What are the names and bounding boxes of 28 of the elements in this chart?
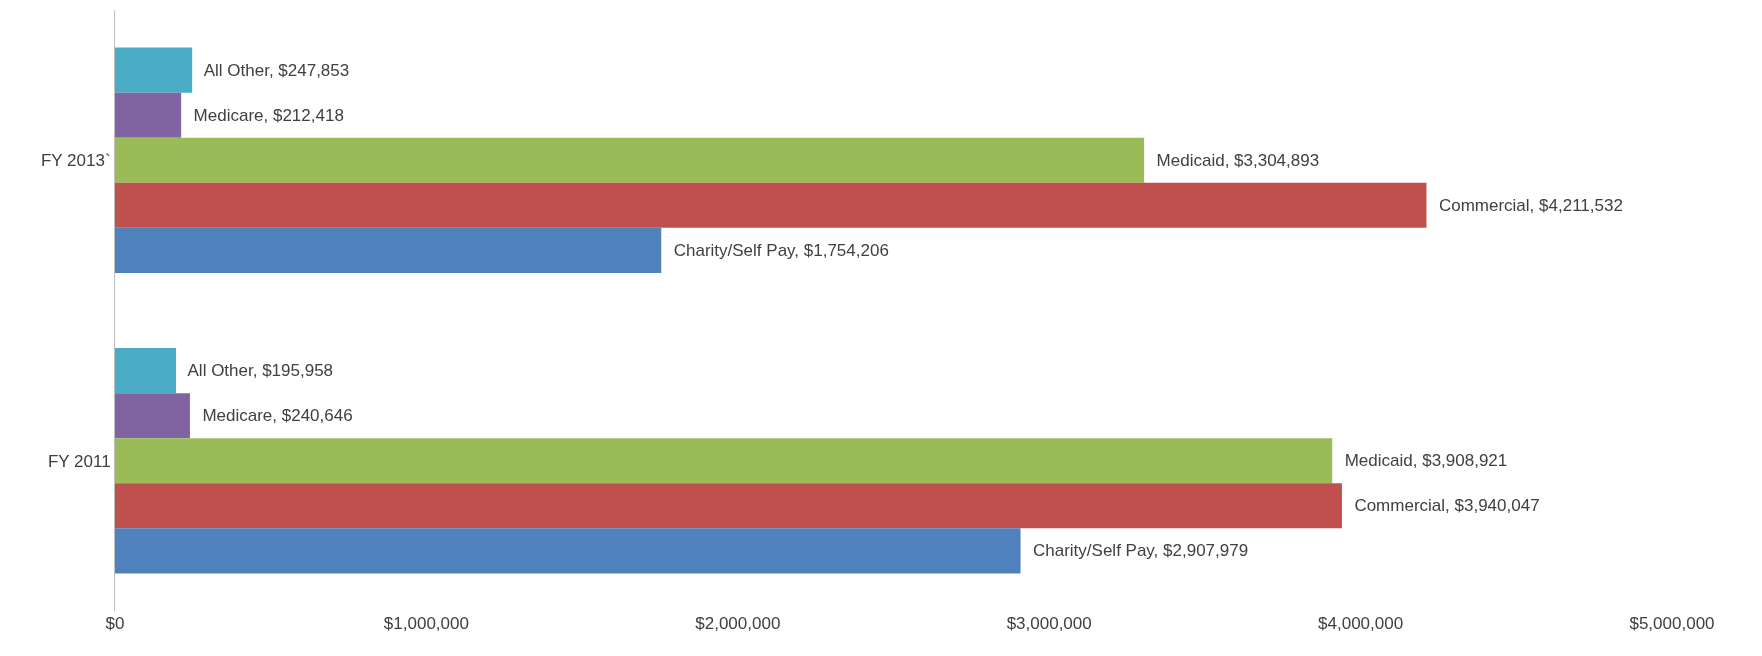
x-tick-label: $0 — [105, 614, 125, 633]
data-label: All Other, $247,853 — [195, 60, 350, 80]
y-tick-label: FY 2011 — [47, 451, 111, 471]
bar — [115, 438, 1333, 484]
x-tick-label: $1,000,000 — [383, 614, 469, 633]
x-tick-label: $4,000,000 — [1318, 614, 1404, 633]
bar — [115, 528, 1021, 574]
data-label: Commercial, $4,211,532 — [1429, 195, 1623, 215]
x-tick-label: $2,000,000 — [695, 614, 781, 633]
data-label: Charity/Self Pay, $1,754,206 — [664, 240, 889, 260]
bar — [115, 227, 662, 273]
data-label: Medicaid, $3,304,893 — [1147, 150, 1320, 170]
bar — [115, 393, 190, 439]
data-label: Charity/Self Pay, $2,907,979 — [1023, 541, 1249, 561]
y-tick-label: FY 2013` — [40, 151, 111, 171]
data-label: Commercial, $3,940,047 — [1344, 496, 1540, 516]
data-label: Medicare, $212,418 — [184, 105, 344, 125]
bar — [115, 483, 1342, 529]
bar — [115, 137, 1145, 183]
bar — [115, 182, 1427, 228]
bar — [115, 92, 182, 138]
data-label: All Other, $195,958 — [179, 361, 334, 381]
data-label: Medicare, $240,646 — [192, 406, 353, 426]
x-tick-label: $5,000,000 — [1629, 614, 1715, 633]
x-tick-label: $3,000,000 — [1006, 614, 1092, 633]
bar — [115, 47, 193, 93]
data-label: Medicaid, $3,908,921 — [1335, 451, 1508, 471]
bar — [115, 348, 177, 394]
